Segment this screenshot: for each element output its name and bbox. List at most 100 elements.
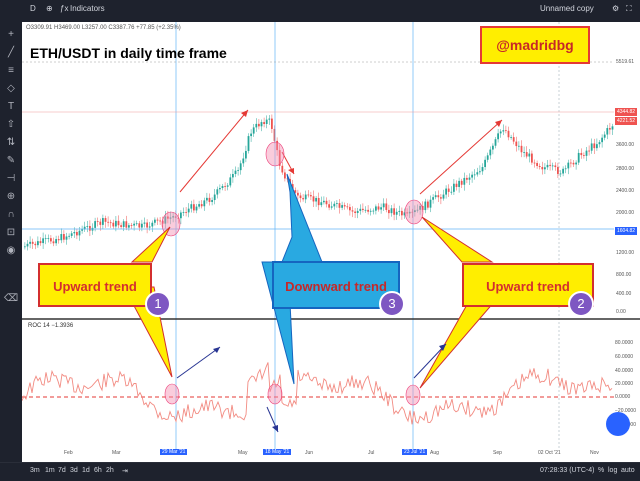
candle-body <box>278 150 281 166</box>
candle-body <box>580 152 583 156</box>
candle-body <box>125 221 128 228</box>
fib-icon[interactable]: ≡ <box>8 65 14 76</box>
chat-bubble-icon[interactable] <box>606 412 630 436</box>
trash-icon[interactable]: ⌫ <box>4 293 19 304</box>
callout-badge-2: 2 <box>568 291 594 317</box>
candle-body <box>349 207 351 211</box>
candle-body <box>156 219 159 221</box>
candle-body <box>585 150 588 156</box>
log-toggle[interactable]: log <box>608 467 618 474</box>
candle-body <box>512 137 515 142</box>
percent-toggle[interactable]: % <box>598 467 605 474</box>
candle-body <box>546 164 549 168</box>
candle-body <box>229 177 232 186</box>
trend-arrow-up-1 <box>179 109 249 193</box>
price-axis-label: 1200.00 <box>616 250 635 256</box>
candle-body <box>42 238 44 244</box>
candle-body <box>193 204 195 211</box>
candle-body <box>273 128 276 141</box>
candle-body <box>536 162 538 167</box>
candle-body <box>219 188 221 190</box>
settings-icon[interactable]: ⚙ <box>612 4 620 13</box>
candle-body <box>479 171 481 173</box>
lock-icon[interactable]: ⊡ <box>6 227 16 238</box>
candle-body <box>310 195 312 197</box>
candle-body <box>185 212 187 213</box>
candle-body <box>369 210 372 212</box>
price-axis-label: 400.00 <box>616 291 632 297</box>
candle-body <box>414 210 416 213</box>
candle-body <box>99 221 102 225</box>
candle-body <box>148 226 151 228</box>
candle-body <box>115 220 117 227</box>
range-button[interactable]: 3m <box>30 467 40 474</box>
range-button[interactable]: 6h <box>94 467 102 474</box>
candle-body <box>458 180 460 187</box>
auto-toggle[interactable]: auto <box>621 467 635 474</box>
price-axis-label: 2800.00 <box>616 166 635 172</box>
candle-body <box>312 196 315 202</box>
range-button[interactable]: 2h <box>106 467 114 474</box>
range-button[interactable]: 1d <box>82 467 90 474</box>
candle-body <box>268 118 271 120</box>
range-button[interactable]: 3d <box>70 467 78 474</box>
trend-arrow-up-2 <box>419 119 503 195</box>
chart-canvas[interactable] <box>22 22 640 462</box>
candle-body <box>216 189 219 195</box>
roc-arrow-up-1-head <box>213 347 220 353</box>
candle-body <box>255 123 258 128</box>
candle-body <box>190 204 193 209</box>
brush-icon[interactable]: ✎ <box>6 155 16 166</box>
candle-body <box>143 222 146 224</box>
clock-readout[interactable]: 07:28:33 (UTC-4) <box>540 467 595 474</box>
candle-body <box>497 133 499 140</box>
candle-body <box>120 225 122 227</box>
chart-svg <box>22 22 640 450</box>
ruler-icon[interactable]: ⊣ <box>6 173 16 184</box>
indicators-button[interactable]: Indicators <box>70 4 105 13</box>
magnet-icon[interactable]: ∩ <box>7 209 15 220</box>
goto-date-icon[interactable]: ⇥ <box>122 468 128 475</box>
text-icon[interactable]: T <box>7 101 15 112</box>
trendline-icon[interactable]: ╱ <box>7 47 15 58</box>
range-button[interactable]: 1m <box>45 467 55 474</box>
candle-body <box>419 205 421 210</box>
candle-body <box>177 217 180 219</box>
fullscreen-icon[interactable]: ⛶ <box>626 4 632 13</box>
candle-body <box>453 183 455 192</box>
candle-body <box>172 216 174 218</box>
indicators-icon[interactable]: ƒx <box>60 4 69 13</box>
candle-body <box>523 152 525 153</box>
prediction-icon[interactable]: ⇅ <box>6 137 16 148</box>
candle-body <box>515 141 518 147</box>
candle-body <box>442 194 445 199</box>
candle-body <box>570 162 572 164</box>
date-label: Jun <box>305 450 314 456</box>
measure-icon[interactable]: ⇧ <box>6 119 16 130</box>
compare-icon[interactable]: ⊕ <box>46 4 53 13</box>
candle-body <box>109 222 112 224</box>
pattern-icon[interactable]: ◇ <box>7 83 15 94</box>
roc-axis-label: 60.0000 <box>615 354 634 360</box>
candle-body <box>161 220 164 224</box>
candle-body <box>551 165 554 167</box>
candle-body <box>575 162 577 165</box>
candle-body <box>154 219 156 223</box>
zoom-icon[interactable]: ⊕ <box>6 191 16 202</box>
candle-body <box>562 168 564 174</box>
candle-body <box>567 162 570 169</box>
eye-icon[interactable]: ◉ <box>6 245 16 256</box>
candle-body <box>385 203 388 210</box>
candle-body <box>195 206 198 211</box>
candle-body <box>281 165 284 173</box>
layout-name[interactable]: Unnamed copy <box>540 4 594 13</box>
range-button[interactable]: 7d <box>58 467 66 474</box>
candle-body <box>598 142 601 145</box>
roc-arrow-up-2-head <box>439 344 446 351</box>
crosshair-icon[interactable]: + <box>8 29 14 40</box>
candle-body <box>57 239 60 241</box>
roc-arrow-down-head <box>272 425 278 432</box>
candle-body <box>606 128 609 135</box>
symbol-selector[interactable]: D <box>30 4 36 13</box>
candle-body <box>60 234 63 241</box>
